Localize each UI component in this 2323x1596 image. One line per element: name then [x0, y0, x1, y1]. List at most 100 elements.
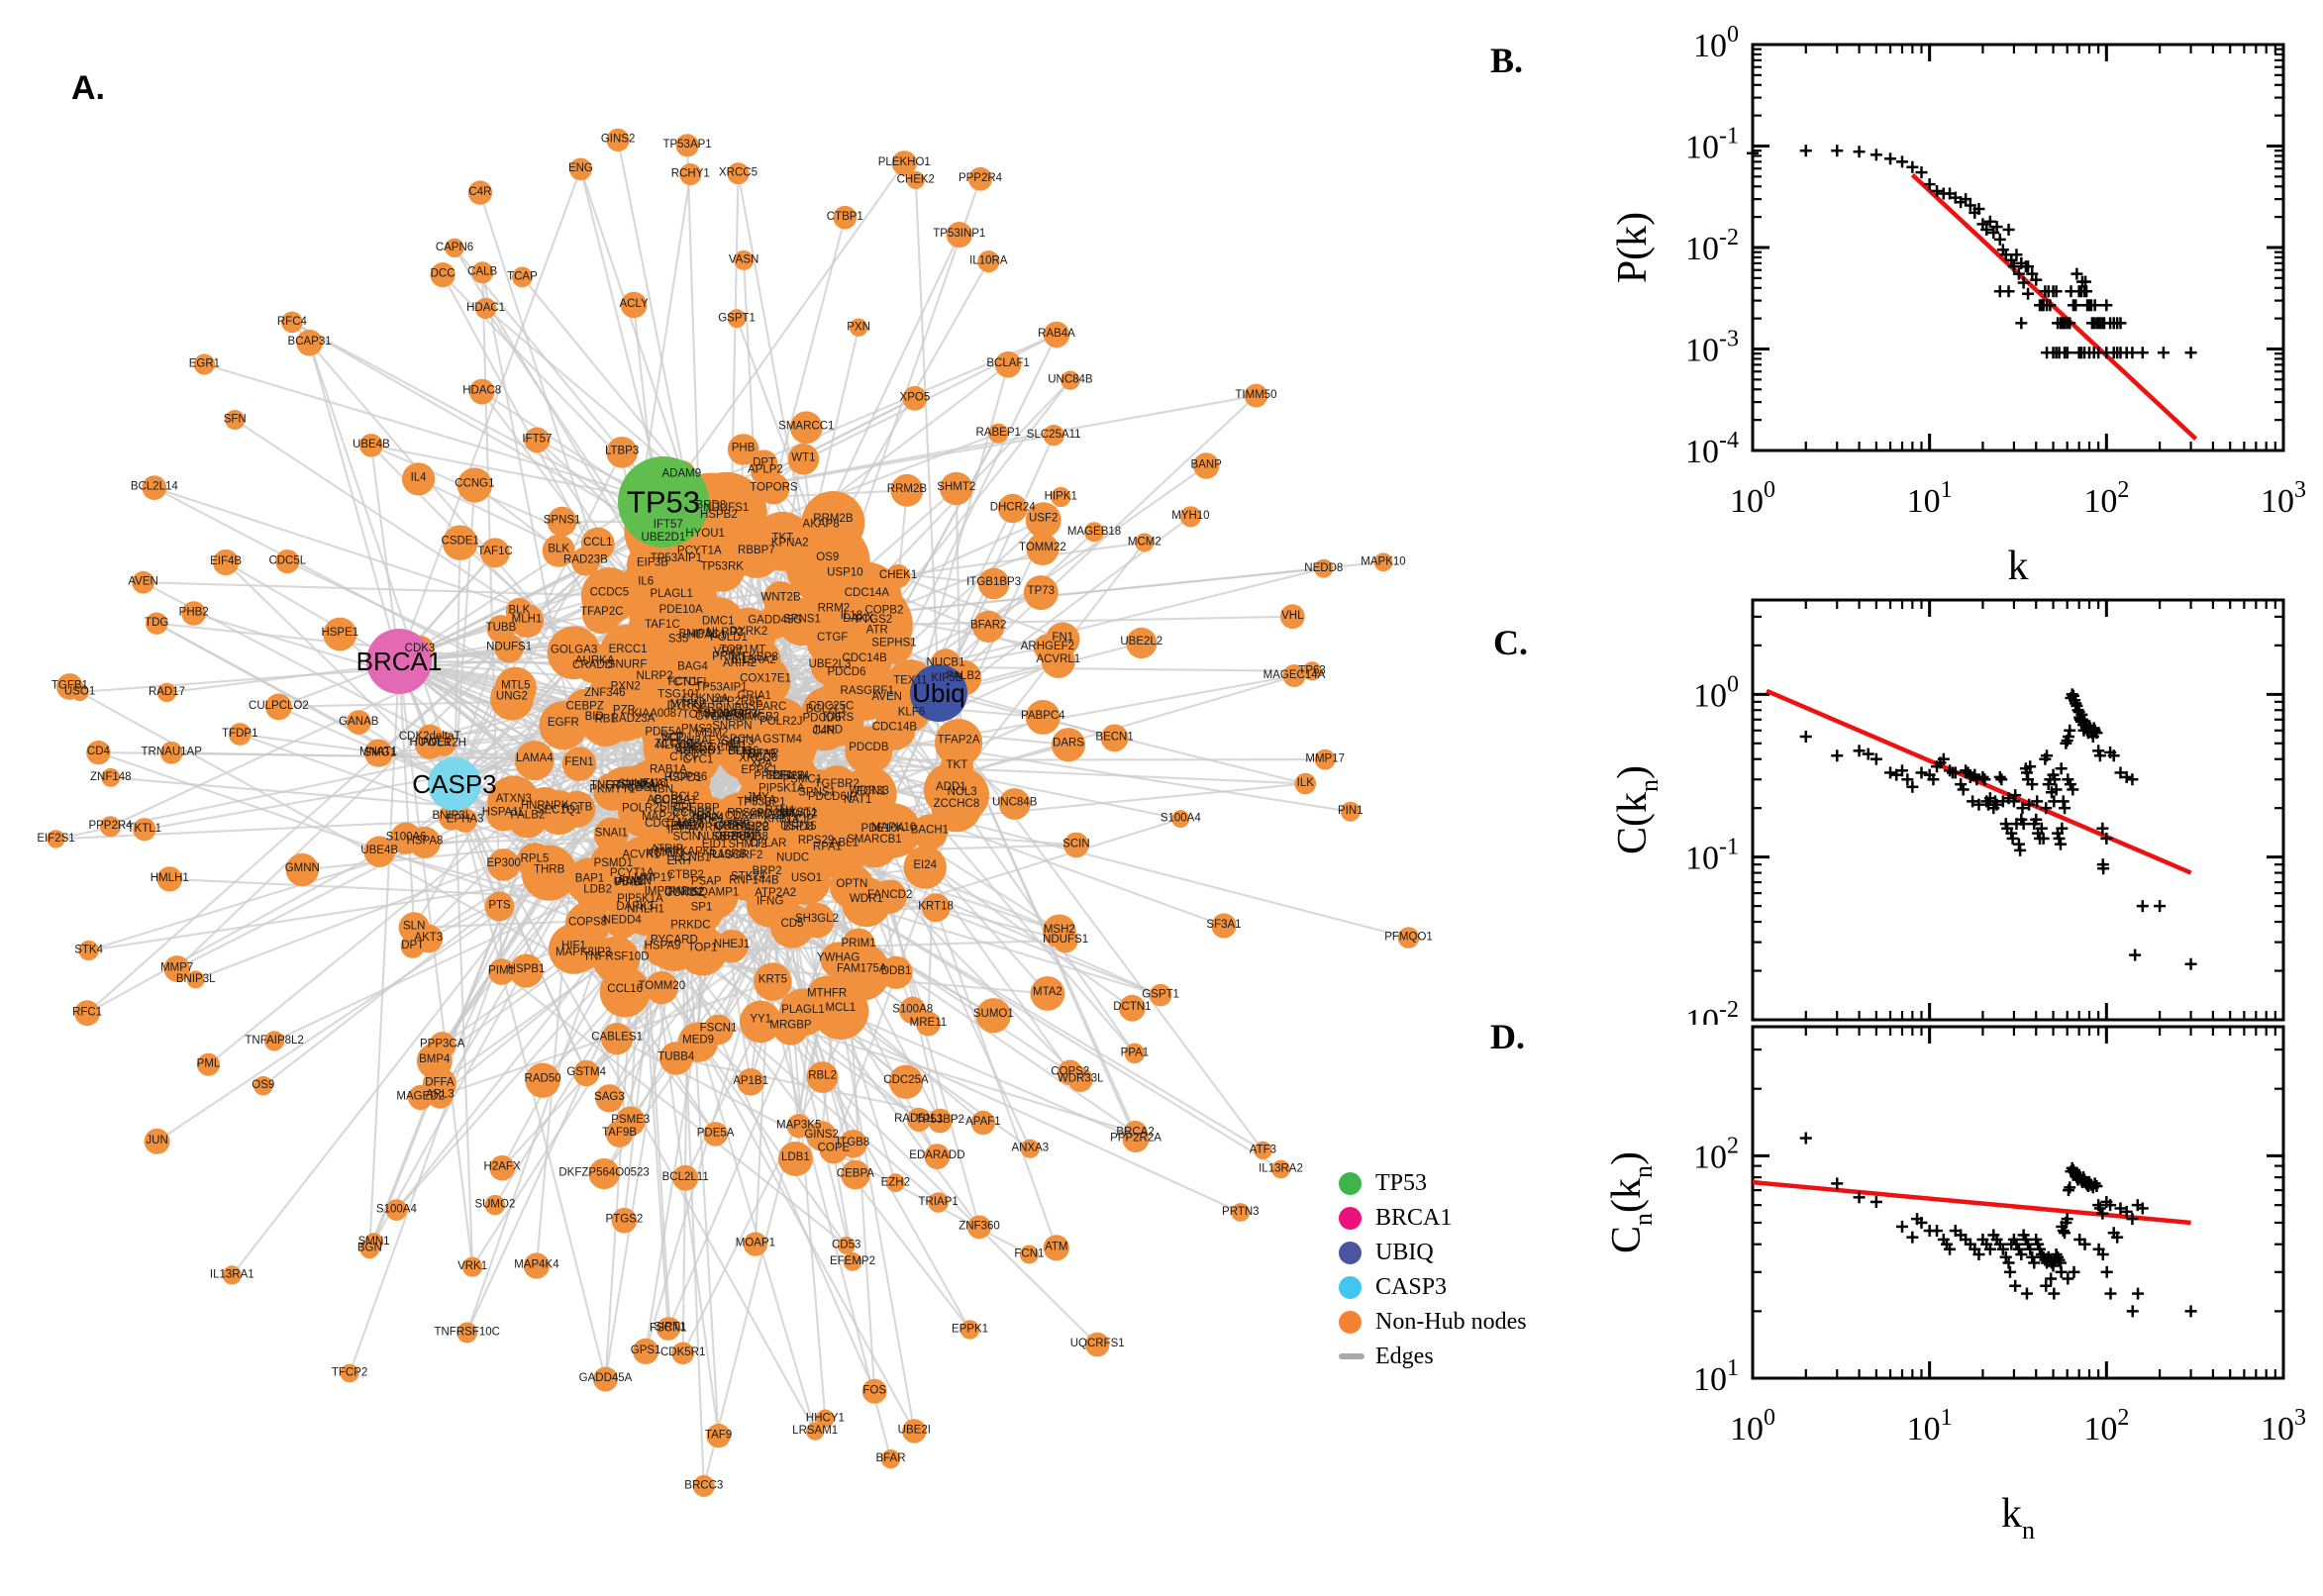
panel-a-label: A.	[71, 69, 105, 107]
gene-label: NOL3	[948, 786, 977, 798]
gene-label: GSPT1	[718, 312, 756, 324]
gene-label: SPNS1	[783, 614, 821, 626]
gene-label: LDB1	[781, 1151, 810, 1163]
network-node	[806, 1061, 839, 1093]
gene-label: CDC14B	[842, 652, 887, 664]
network-edge	[308, 342, 401, 662]
network-edge	[572, 948, 717, 1136]
gene-label: TP53AIP1	[651, 552, 702, 564]
gene-label: CTCF	[669, 751, 700, 763]
network-node	[467, 180, 493, 205]
network-node	[660, 806, 708, 852]
scatter-points	[1799, 1132, 2197, 1318]
network-node	[903, 846, 947, 889]
gene-label: MYH10	[1171, 510, 1209, 522]
gene-label: BLK	[548, 544, 569, 555]
network-node	[998, 788, 1031, 820]
gene-label: GANAB	[339, 716, 379, 728]
network-node	[806, 1422, 825, 1441]
network-node	[1282, 664, 1306, 687]
network-node	[899, 996, 927, 1025]
gene-label: GADD45A	[579, 1372, 633, 1384]
gene-label: RBBP7	[738, 545, 775, 556]
gene-label: BCL2L14	[131, 481, 179, 493]
network-node	[1126, 627, 1158, 659]
network-node	[561, 747, 597, 781]
gene-label: TP53AIP1	[695, 682, 747, 694]
panel-d-label: D.	[1490, 1017, 1525, 1056]
network-node	[727, 309, 747, 329]
network-node	[727, 434, 759, 465]
axis-label: C(kn)	[1610, 765, 1664, 854]
gene-label: ATMIN	[617, 876, 652, 888]
network-node	[1060, 370, 1080, 390]
network-node	[645, 970, 678, 1005]
gene-label: FKBP8	[742, 651, 777, 663]
gene-label: ILK	[1297, 777, 1315, 789]
gene-label: TFAP2C	[580, 606, 623, 618]
gene-label: NDUFS1	[486, 642, 532, 653]
network-node	[968, 166, 992, 191]
network-node	[1124, 1043, 1146, 1064]
network-node	[1043, 424, 1064, 447]
labels-layer: PIM1 MAPK10 EPPK1 USO1 UBE4B GSPT1 FSCN1 PPP2R4…	[37, 134, 1432, 1492]
tick-label: 10-4	[1685, 428, 1739, 470]
gene-label: S100A4	[1161, 813, 1202, 825]
gene-label: NLRC4	[656, 740, 694, 751]
gene-label: ITM2B	[743, 749, 776, 761]
gene-label: SH3GL2	[795, 913, 839, 925]
network-node	[806, 773, 858, 826]
gene-label: CTBP2	[667, 869, 704, 881]
network-node	[430, 262, 455, 288]
gene-label: LIG4	[677, 818, 703, 830]
gene-label: SNNK1A1	[618, 778, 669, 790]
gene-label: RAD23B	[563, 554, 608, 566]
network-node	[385, 1199, 408, 1221]
network-node	[516, 843, 554, 879]
tick-label: 100	[1730, 477, 1775, 520]
gene-label: PRKDC	[670, 919, 710, 931]
gene-label: S100A4	[376, 1204, 418, 1216]
gene-label: XRCC5	[719, 167, 758, 179]
network-node	[1179, 506, 1201, 528]
gene-label: TOMM20	[682, 709, 730, 721]
gene-label: BNIP3L	[678, 629, 718, 641]
network-edge	[914, 179, 941, 694]
network-node	[56, 673, 83, 700]
network-node	[906, 170, 925, 190]
gene-label: SCIN	[1062, 839, 1089, 850]
network-node	[656, 658, 710, 712]
network-node	[1051, 486, 1071, 508]
network-node	[928, 1108, 953, 1134]
gene-label: LTBP3	[605, 446, 639, 457]
network-node	[1063, 832, 1089, 858]
network-node	[181, 601, 206, 626]
gene-label: SF3A1	[1206, 919, 1241, 931]
network-node	[1043, 321, 1070, 349]
network-node	[156, 682, 177, 703]
gene-label: VRK1	[714, 647, 744, 658]
gene-label: PDCD6	[757, 808, 795, 820]
network-node	[975, 998, 1011, 1034]
gene-label: SPNS1	[544, 515, 581, 527]
gene-label: NBN	[650, 784, 673, 796]
gene-label: CREBBP	[672, 803, 720, 815]
gene-label: MDM2	[695, 728, 729, 740]
network-node	[228, 723, 252, 746]
gene-label: DAXX	[843, 613, 874, 625]
network-node	[611, 1207, 638, 1234]
gene-label: SMARCB1	[847, 834, 902, 846]
gene-label: TP53AP1	[662, 139, 711, 150]
gene-label: TUBB4	[657, 1050, 695, 1062]
gene-label: BACH1	[911, 825, 949, 837]
gene-label: MCL1	[825, 1002, 856, 1014]
network-node	[539, 701, 588, 750]
legend-item-brca1: BRCA1	[1339, 1205, 1527, 1231]
tick-label: 101	[1907, 477, 1953, 520]
legend: TP53 BRCA1 UBIQ CASP3 Non-Hub nodes Edge…	[1339, 1170, 1527, 1378]
gene-label: BCL2L11	[662, 1171, 709, 1183]
gene-label: MOAP1	[736, 1238, 775, 1249]
network-node	[1019, 1245, 1039, 1264]
network-node	[1271, 1159, 1290, 1179]
gene-label: BFAR2	[970, 620, 1006, 632]
